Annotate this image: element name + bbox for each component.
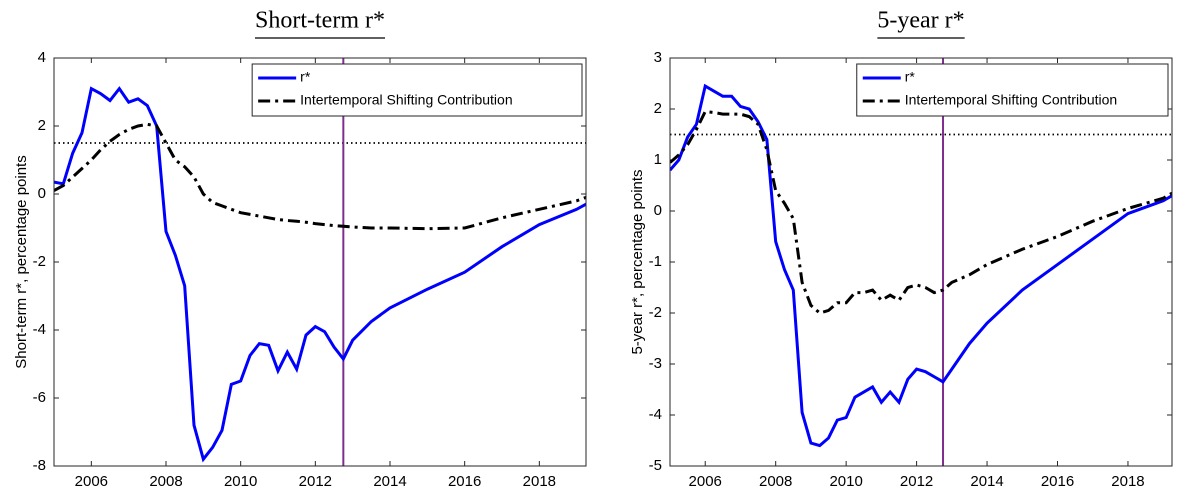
subplot: Short-term r* Short-term r*, percentage p…: [13, 8, 587, 490]
axes-box: [53, 57, 587, 467]
y-tick-label: -5: [649, 457, 662, 474]
x-tick-label: 2012: [900, 473, 933, 490]
chart-title: 5-year r*: [877, 8, 964, 34]
legend-label: Intertemporal Shifting Contribution: [300, 92, 512, 108]
y-tick-label: -4: [649, 406, 662, 423]
y-axis-label: 5-year r*, percentage points: [629, 169, 646, 354]
x-tick-label: 2016: [448, 473, 481, 490]
x-tick-label: 2018: [1111, 473, 1144, 490]
y-axis-label: Short-term r*, percentage points: [13, 155, 30, 368]
x-tick-label: 2018: [523, 473, 556, 490]
chart-title: Short-term r*: [255, 8, 385, 34]
x-tick-label: 2014: [970, 473, 1003, 490]
y-tick-label: 1: [654, 151, 662, 168]
series-line: [54, 86, 586, 463]
x-tick-label: 2014: [373, 473, 406, 490]
y-tick-label: -8: [33, 457, 46, 474]
y-tick-label: 2: [38, 117, 46, 134]
series-line: [54, 122, 586, 231]
y-tick-label: -4: [33, 321, 46, 338]
x-tick-label: 2008: [149, 473, 182, 490]
x-tick-label: 2012: [299, 473, 332, 490]
x-tick-label: 2006: [689, 473, 722, 490]
x-tick-label: 2010: [829, 473, 862, 490]
y-tick-label: -2: [649, 304, 662, 321]
series-line: [670, 109, 1172, 315]
legend-label: r*: [905, 69, 916, 85]
x-tick-label: 2008: [759, 473, 792, 490]
y-tick-label: -1: [649, 253, 662, 270]
legend-label: Intertemporal Shifting Contribution: [905, 92, 1117, 108]
y-tick-label: -2: [33, 253, 46, 270]
y-tick-label: -6: [33, 389, 46, 406]
x-tick-label: 2010: [224, 473, 257, 490]
axes-box: [669, 57, 1173, 467]
legend-box: [856, 63, 1169, 117]
x-tick-label: 2006: [75, 473, 108, 490]
legend-box: [251, 63, 583, 117]
subplot: 5-year r* 5-year r*, percentage points 200…: [629, 8, 1173, 490]
y-tick-label: 0: [654, 202, 662, 219]
y-tick-label: 2: [654, 100, 662, 117]
legend-label: r*: [300, 69, 311, 85]
y-tick-label: -3: [649, 355, 662, 372]
y-tick-label: 4: [38, 49, 46, 66]
series-line: [670, 83, 1172, 448]
y-tick-label: 3: [654, 49, 662, 66]
x-tick-label: 2016: [1041, 473, 1074, 490]
y-tick-label: 0: [38, 185, 46, 202]
